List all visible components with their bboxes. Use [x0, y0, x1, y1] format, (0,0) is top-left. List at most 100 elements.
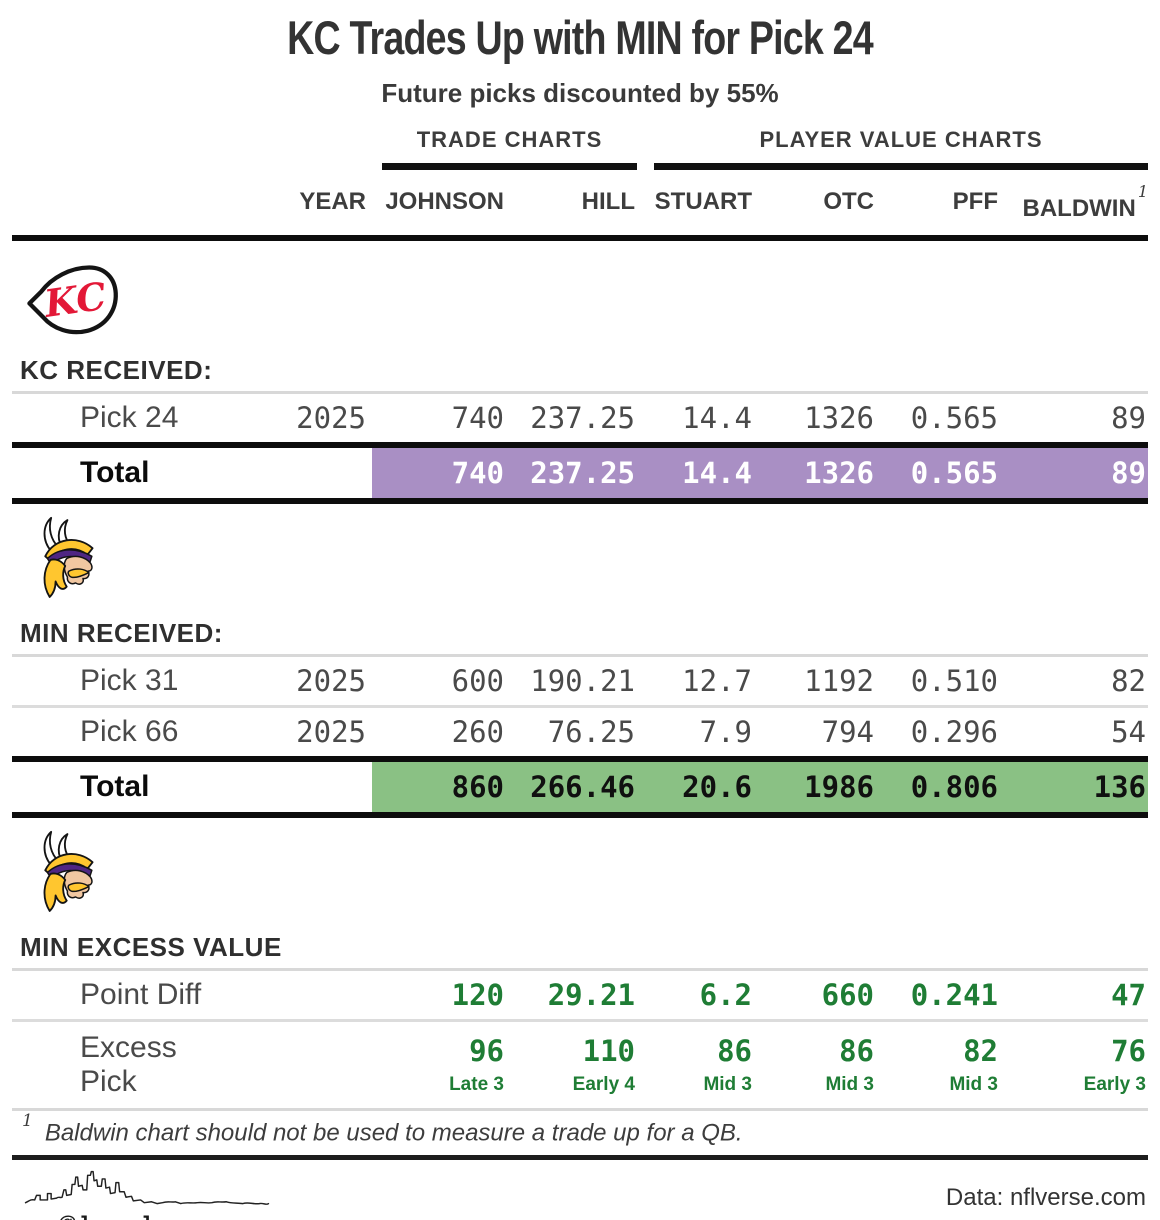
cell-otc: 660	[821, 978, 874, 1012]
group-label-trade-charts: TRADE CHARTS	[416, 127, 603, 152]
cell-otc: 794	[821, 715, 874, 749]
row-divider	[12, 705, 1148, 708]
author-credit: @JosephJefe	[12, 1168, 272, 1220]
kc-city-skyline-icon	[24, 1170, 270, 1205]
column-header-hill: HILL	[581, 188, 635, 215]
section-label-min-excess-value: MIN EXCESS VALUE	[20, 932, 282, 962]
excess-pick-value: 86	[717, 1034, 752, 1068]
column-header-stuart: STUART	[654, 188, 752, 215]
total-johnson: 860	[372, 762, 510, 812]
footer: @JosephJefe Data: nflverse.com	[12, 1168, 1148, 1220]
footnote: 1 Baldwin chart should not be used to mea…	[12, 1111, 1148, 1155]
column-header-otc: OTC	[823, 188, 874, 215]
column-header-year: YEAR	[299, 188, 366, 215]
table-row-pick-31: Pick 31 2025 600 190.21 12.7 1192 0.510 …	[12, 657, 1148, 705]
excess-pick-value: 110	[582, 1034, 635, 1068]
total-baldwin: 136	[1004, 762, 1148, 812]
cell-baldwin: 47	[1111, 978, 1146, 1012]
footer-divider	[12, 1155, 1148, 1160]
section-divider	[12, 1108, 1148, 1111]
cell-baldwin: 82	[1111, 664, 1146, 698]
table-row-pick-24: Pick 24 2025 740 237.25 14.4 1326 0.565 …	[12, 394, 1148, 442]
cell-pff: 0.241	[910, 978, 998, 1012]
cell-pff: 0.296	[910, 715, 998, 749]
data-source: Data: nflverse.com	[945, 1184, 1146, 1211]
cell-hill: 237.25	[530, 401, 635, 435]
author-handle: @JosephJefe	[58, 1213, 272, 1220]
kc-total-row: Total 740 237.25 14.4 1326 0.565 89	[12, 448, 1148, 498]
cell-stuart: 7.9	[699, 715, 752, 749]
total-divider	[12, 812, 1148, 818]
cell-otc: 86 Mid 3	[758, 1033, 880, 1097]
row-label: Pick 31	[80, 664, 179, 697]
infographic: KC Trades Up with MIN for Pick 24 Future…	[0, 11, 1160, 1220]
column-header-baldwin: BALDWIN1	[1004, 182, 1149, 225]
row-label: Pick 66	[80, 715, 179, 748]
total-stuart: 14.4	[641, 448, 758, 498]
cell-stuart: 86 Mid 3	[641, 1033, 758, 1097]
column-header-baldwin-label: BALDWIN	[1022, 195, 1136, 222]
column-group-headers: TRADE CHARTS PLAYER VALUE CHARTS	[12, 128, 1148, 170]
total-year-spacer	[220, 448, 372, 498]
excess-pick-round: Late 3	[449, 1074, 504, 1095]
excess-pick-round: Early 4	[572, 1074, 635, 1095]
section-label-min-received: MIN RECEIVED:	[20, 618, 223, 648]
cell-year: 2025	[296, 715, 366, 749]
cell-johnson: 260	[451, 715, 504, 749]
cell-pff: 82 Mid 3	[880, 1033, 1004, 1097]
table-row-pick-66: Pick 66 2025 260 76.25 7.9 794 0.296 54	[12, 708, 1148, 756]
column-header-pff: PFF	[952, 188, 998, 215]
page-title: KC Trades Up with MIN for Pick 24	[287, 11, 874, 64]
baldwin-footnote-marker: 1	[1137, 182, 1148, 201]
excess-pick-round: Mid 3	[949, 1074, 998, 1095]
section-divider	[12, 654, 1148, 657]
group-underline-bar	[654, 163, 1148, 170]
column-header-johnson: JOHNSON	[385, 188, 504, 215]
cell-johnson: 120	[451, 978, 504, 1012]
total-label: Total	[80, 770, 150, 803]
footnote-text: Baldwin chart should not be used to meas…	[44, 1119, 743, 1147]
group-trade-charts: TRADE CHARTS	[382, 128, 637, 170]
excess-pick-round: Mid 3	[825, 1074, 874, 1095]
column-header-row: YEAR JOHNSON HILL STUART OTC PFF BALDWIN…	[12, 182, 1149, 225]
total-label: Total	[80, 456, 150, 489]
group-underline-bar	[382, 163, 637, 170]
excess-pick-value: 76	[1111, 1034, 1146, 1068]
total-pff: 0.565	[880, 448, 1004, 498]
section-divider	[12, 968, 1148, 971]
cell-stuart: 12.7	[682, 664, 752, 698]
min-total-row: Total 860 266.46 20.6 1986 0.806 136	[12, 762, 1148, 812]
cell-johnson: 600	[451, 664, 504, 698]
cell-pff: 0.565	[910, 401, 998, 435]
cell-year: 2025	[296, 664, 366, 698]
cell-baldwin: 76 Early 3	[1004, 1033, 1148, 1097]
total-baldwin: 89	[1004, 448, 1148, 498]
row-label: Pick 24	[80, 401, 179, 434]
cell-stuart: 14.4	[682, 401, 752, 435]
total-pff: 0.806	[880, 762, 1004, 812]
cell-hill: 190.21	[530, 664, 635, 698]
excess-pick-value: 96	[469, 1034, 504, 1068]
page-subtitle: Future picks discounted by 55%	[381, 78, 779, 108]
total-hill: 266.46	[510, 762, 641, 812]
excess-pick-round: Early 3	[1083, 1074, 1146, 1095]
min-vikings-logo	[26, 514, 1148, 606]
row-divider	[12, 1019, 1148, 1022]
footnote-marker: 1	[22, 1111, 33, 1131]
total-divider	[12, 442, 1148, 448]
excess-pick-value: 86	[839, 1034, 874, 1068]
cell-baldwin: 89	[1111, 401, 1146, 435]
cell-johnson: 740	[451, 401, 504, 435]
svg-text:KC: KC	[41, 274, 109, 326]
cell-hill: 110 Early 4	[510, 1033, 641, 1097]
excess-pick-row: Excess Pick 96 Late 3 110 Early 4 86 Mid…	[12, 1022, 1148, 1108]
total-year-spacer	[220, 762, 372, 812]
section-label-kc-received: KC RECEIVED:	[20, 355, 213, 385]
kc-chiefs-logo: KC	[26, 257, 1148, 343]
cell-baldwin: 54	[1111, 715, 1146, 749]
cell-otc: 1326	[804, 401, 874, 435]
total-divider	[12, 498, 1148, 504]
cell-year: 2025	[296, 401, 366, 435]
cell-hill: 76.25	[547, 715, 635, 749]
cell-pff: 0.510	[910, 664, 998, 698]
